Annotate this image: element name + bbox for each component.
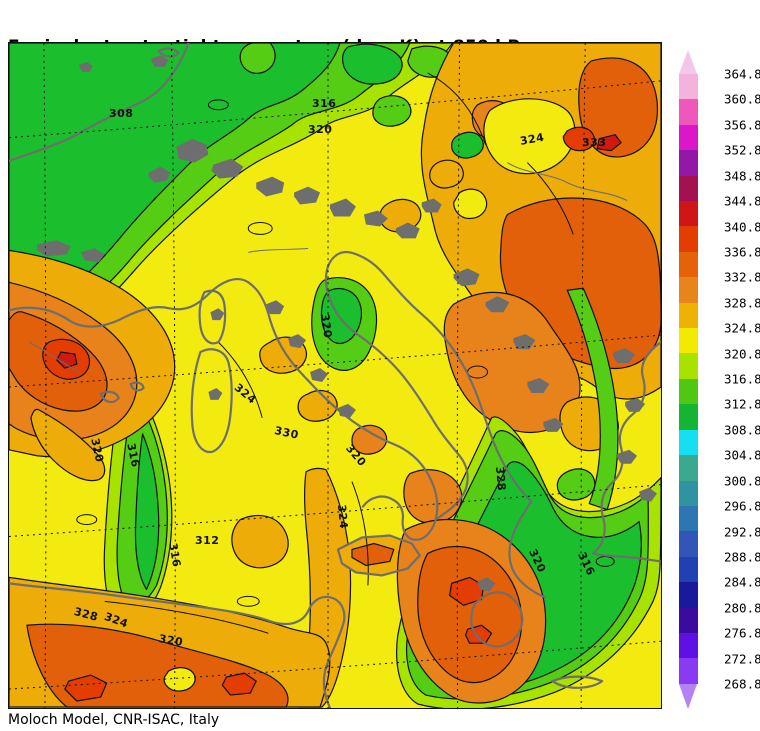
rivers [28, 162, 628, 373]
colorbar-arrow-down [679, 683, 697, 709]
colorbar-segment [679, 175, 698, 202]
colorbar-segment [679, 277, 698, 303]
contour-lines [76, 72, 615, 634]
coastlines [9, 43, 661, 708]
colorbar-tick: 328.8 [724, 295, 760, 311]
colorbar-tick: 352.8 [724, 142, 760, 158]
colorbar-tick: 268.8 [724, 676, 760, 692]
colorbar-tick: 272.8 [724, 651, 760, 667]
colorbar-tick: 292.8 [724, 524, 760, 539]
colorbar-segment [679, 480, 698, 506]
colorbar-tick: 360.8 [724, 91, 760, 107]
graticule-lines [9, 43, 661, 708]
weather-map: 308 316 320 324 333 320 324 330 320 316 312 316 320 3… [8, 42, 662, 709]
theta-e-map-svg [9, 43, 661, 708]
colorbar-tick: 348.8 [724, 168, 760, 184]
colorbar-tick: 284.8 [724, 574, 760, 590]
colorbar-segment [679, 353, 698, 379]
colorbar-segment [679, 556, 698, 583]
colorbar-tick: 344.8 [724, 193, 760, 209]
colorbar-segment [679, 251, 698, 278]
colorbar-segment [679, 429, 698, 456]
colorbar-tick: 320.8 [724, 346, 760, 362]
colorbar-segment [679, 150, 698, 176]
colorbar-segment [679, 328, 698, 354]
colorbar-segment [679, 658, 698, 684]
colorbar-tick: 280.8 [724, 600, 760, 616]
colorbar-segment [679, 226, 698, 252]
colorbar-segment [679, 201, 698, 227]
colorbar-segment [679, 404, 698, 430]
colorbar-tick: 312.8 [724, 396, 760, 412]
colorbar-tick: 316.8 [724, 371, 760, 387]
colorbar-segment [679, 124, 698, 151]
colorbar-tick: 304.8 [724, 447, 760, 463]
colorbar-segment [679, 531, 698, 557]
colorbar-tick: 324.8 [724, 320, 760, 336]
colorbar-tick: 296.8 [724, 498, 760, 514]
colorbar-tick: 336.8 [724, 244, 760, 260]
colorbar-segments [679, 74, 698, 684]
colorbar-segment [679, 607, 698, 633]
colorbar-segment [679, 74, 698, 100]
colorbar-tick: 276.8 [724, 625, 760, 641]
colorbar-tick: 364.8 [724, 66, 760, 82]
colorbar-tick-labels: 364.8 360.8 356.8 352.8 348.8 344.8 340.8 336.8… [724, 67, 760, 692]
colorbar-segment [679, 632, 698, 659]
colorbar-segment [679, 505, 698, 532]
colorbar-tick: 300.8 [724, 473, 760, 489]
colorbar-segment [679, 99, 698, 125]
colorbar-segment [679, 455, 698, 481]
colorbar-segment [679, 582, 698, 608]
colorbar-tick: 340.8 [724, 219, 760, 234]
colorbar-tick: 308.8 [724, 422, 760, 438]
colorbar-tick: 332.8 [724, 269, 760, 285]
colorbar-arrow-up [679, 50, 697, 74]
colorbar [679, 50, 698, 709]
colorbar-segment [679, 302, 698, 329]
terrain-mask-patches [36, 54, 658, 592]
colorbar-tick: 288.8 [724, 549, 760, 565]
attribution: Moloch Model, CNR-ISAC, Italy [8, 712, 220, 728]
colorbar-tick: 356.8 [724, 117, 760, 133]
colorbar-segment [679, 378, 698, 405]
